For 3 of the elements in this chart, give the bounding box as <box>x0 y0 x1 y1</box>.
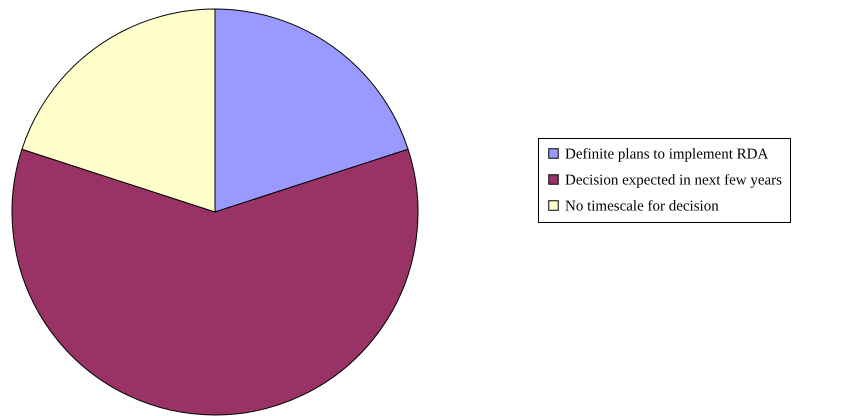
legend-label: No timescale for decision <box>565 198 720 214</box>
legend-label: Definite plans to implement RDA <box>565 146 768 162</box>
legend-label: Decision expected in next few years <box>565 172 782 188</box>
